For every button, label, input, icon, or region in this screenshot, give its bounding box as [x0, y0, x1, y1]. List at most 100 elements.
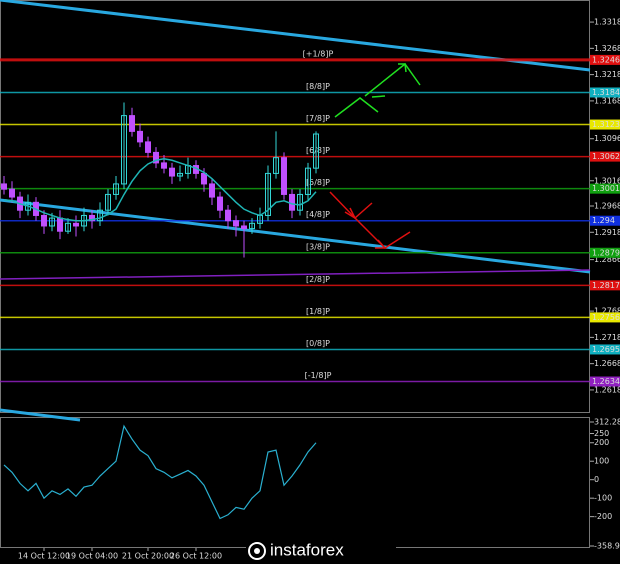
y-tick-label: 1.2618 — [594, 385, 620, 394]
x-tick-label: 26 Oct 12:00 — [170, 552, 222, 561]
candle-body — [201, 172, 207, 185]
candle-body — [233, 220, 239, 227]
support-line — [0, 269, 591, 280]
level-price-box — [590, 183, 620, 194]
level-label: [4/8]P — [306, 210, 330, 219]
watermark-text: instaforex — [270, 540, 344, 559]
arrow-head — [375, 239, 387, 249]
y-tick-label: 1.3318 — [594, 18, 620, 27]
candle-body — [249, 222, 255, 230]
candle-body — [65, 222, 71, 232]
level-label: [5/8]P — [306, 178, 330, 187]
arrow-head — [398, 63, 407, 73]
x-tick-label: 21 Oct 20:00 — [122, 552, 174, 561]
y-tick-label: 1.2968 — [594, 202, 620, 211]
indicator-tick-label: 100 — [594, 457, 609, 466]
level-price-box — [590, 376, 620, 387]
watermark-logo — [248, 542, 266, 560]
y-tick-label: 1.3096 — [594, 134, 620, 143]
level-price-label: 1.2817 — [592, 281, 620, 290]
candle-body — [177, 172, 183, 177]
candle-body — [281, 157, 287, 195]
candle-body — [121, 115, 127, 185]
candle-body — [113, 183, 119, 195]
level-label: [3/8]P — [306, 242, 330, 251]
level-label: [0/8]P — [306, 339, 330, 348]
candle-body — [305, 167, 311, 195]
level-label: [7/8]P — [306, 114, 330, 123]
main-panel — [0, 0, 590, 413]
level-price-box — [590, 151, 620, 162]
level-label: [1/8]P — [306, 307, 330, 316]
indicator-tick-label: 250 — [594, 429, 609, 438]
candle-body — [57, 217, 63, 232]
y-tick-label: 1.2768 — [594, 307, 620, 316]
arrow-up-path — [334, 97, 379, 118]
trend-line — [0, 198, 591, 274]
indicator-tick-label: 200 — [594, 438, 609, 447]
candle-body — [1, 183, 7, 190]
indicator-tick-label: -358.914 — [594, 542, 620, 551]
candle-body — [313, 133, 319, 169]
candle-body — [129, 115, 135, 132]
y-tick-label: 1.3268 — [594, 44, 620, 53]
candle-body — [289, 193, 295, 211]
candle-body — [41, 214, 47, 227]
y-tick-label: 1.3016 — [594, 176, 620, 185]
trend-line — [0, 0, 591, 72]
candle-body — [9, 188, 15, 198]
watermark-logo — [254, 548, 260, 554]
candle-body — [97, 209, 103, 222]
level-price-box — [590, 215, 620, 226]
level-label: [8/8]P — [306, 82, 330, 91]
level-price-box — [590, 87, 620, 98]
candle-body — [161, 162, 167, 169]
level-price-label: 1.2695 — [592, 345, 620, 354]
candle-body — [73, 222, 79, 227]
level-price-box — [590, 247, 620, 258]
watermark-bg — [246, 538, 396, 564]
trend-line — [0, 408, 81, 422]
candle-body — [273, 157, 279, 174]
level-label: [2/8]P — [306, 275, 330, 284]
candle-body — [145, 141, 151, 153]
y-tick-label: 1.2918 — [594, 228, 620, 237]
level-price-label: 1.3062 — [592, 152, 620, 161]
level-price-label: 1.3123 — [592, 120, 620, 129]
candle-body — [241, 225, 247, 230]
level-price-label: 1.3184 — [592, 88, 620, 97]
indicator-tick-label: -200 — [594, 512, 612, 521]
indicator-tick-label: 312.2872 — [594, 418, 620, 427]
candle-body — [297, 193, 303, 211]
level-price-label: 1.2634 — [592, 377, 620, 386]
candle-body — [209, 183, 215, 198]
level-label: [+1/8]P — [303, 49, 334, 58]
watermark: instaforex — [246, 538, 396, 564]
level-price-box — [590, 280, 620, 291]
moving-average — [3, 157, 317, 222]
forecast-arrows — [329, 62, 421, 249]
level-price-label: 1.3246 — [592, 55, 620, 64]
candle-body — [49, 217, 55, 227]
level-price-label: 1.2879 — [592, 248, 620, 257]
level-price-box — [590, 344, 620, 355]
candle-body — [265, 172, 271, 216]
candle-body — [105, 193, 111, 211]
marks: 1.3318 1.3268 1.3218 1.3168 1.3096 1.3016 1.29… — [0, 18, 620, 561]
level-price-box — [590, 312, 620, 323]
candle-body — [217, 196, 223, 211]
candle-body — [89, 214, 95, 222]
level-price-label: 1.2756 — [592, 313, 620, 322]
level-price-box — [590, 54, 620, 65]
x-tick-label: 19 Oct 04:00 — [66, 552, 118, 561]
candle-body — [169, 167, 175, 177]
arrow-head — [371, 95, 386, 98]
y-tick-label: 1.2668 — [594, 359, 620, 368]
candle-body — [225, 209, 231, 222]
x-tick-label: 14 Oct 12:00 — [18, 552, 70, 561]
y-tick-label: 1.2866 — [594, 255, 620, 264]
y-tick-label: 1.3168 — [594, 96, 620, 105]
indicator-tick-label: -100 — [594, 494, 612, 503]
